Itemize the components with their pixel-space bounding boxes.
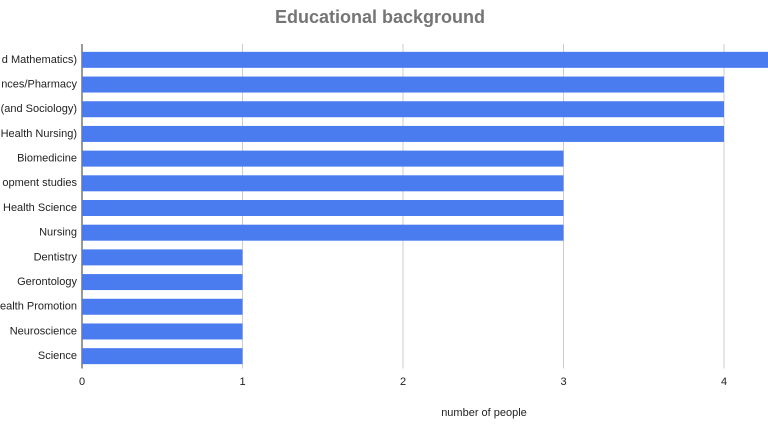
y-tick-label: Neuroscience	[10, 325, 77, 337]
y-tick-label: d Mathematics)	[2, 54, 77, 66]
bar	[82, 175, 564, 192]
y-tick-label: Health Nursing)	[1, 128, 77, 140]
bar	[82, 224, 564, 241]
y-tick-label: Health Science	[3, 202, 77, 214]
bar	[82, 125, 724, 142]
y-tick-label: opment studies	[2, 177, 77, 189]
x-tick-label: 1	[239, 376, 245, 388]
y-tick-label: nces/Pharmacy	[1, 78, 77, 90]
x-tick-label: 4	[721, 376, 727, 388]
bar	[82, 200, 564, 216]
y-tick-label: Nursing	[39, 227, 77, 239]
bar	[82, 348, 243, 365]
chart-title: Educational background	[275, 7, 485, 27]
bar	[82, 51, 768, 68]
bar	[82, 323, 243, 340]
y-tick-label: Dentistry	[34, 251, 78, 263]
bar	[82, 274, 243, 291]
y-tick-label: Biomedicine	[17, 153, 77, 165]
x-axis-title: number of people	[441, 407, 527, 419]
y-tick-label: ealth Promotion	[0, 301, 77, 313]
x-tick-label: 0	[79, 376, 85, 388]
x-tick-label: 2	[400, 376, 406, 388]
y-tick-label: Gerontology	[17, 276, 77, 288]
x-tick-label: 3	[560, 376, 566, 388]
y-tick-label: Science	[38, 350, 77, 362]
bar	[82, 249, 243, 266]
bar	[82, 101, 724, 118]
y-tick-label: (and Sociology)	[1, 103, 77, 115]
bar	[82, 76, 724, 93]
bar	[82, 298, 243, 315]
bar	[82, 150, 564, 167]
